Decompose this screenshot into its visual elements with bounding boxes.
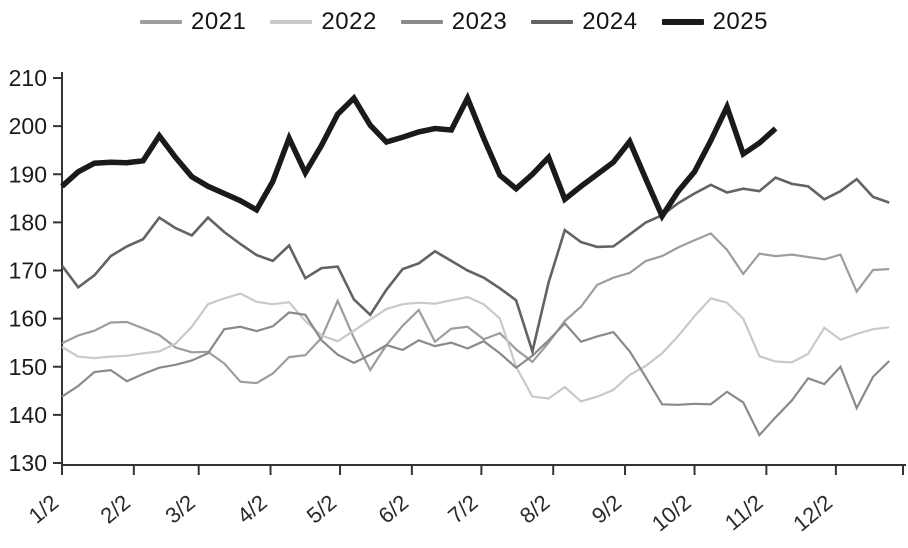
- y-tick-label: 150: [9, 354, 47, 380]
- x-tick-label: 9/2: [587, 490, 627, 529]
- y-tick-label: 180: [9, 209, 47, 235]
- series-line-2023: [61, 311, 890, 438]
- y-tick-label: 130: [9, 450, 47, 476]
- x-tick-label: 7/2: [443, 490, 483, 529]
- legend-item-2024: 2024: [531, 8, 637, 36]
- y-tick-label: 140: [9, 402, 47, 428]
- legend-label: 2022: [321, 8, 377, 35]
- y-tick-label: 210: [9, 65, 47, 91]
- legend-label: 2025: [712, 8, 768, 35]
- x-tick-label: 2/2: [96, 490, 136, 529]
- legend-line-swatch: [270, 20, 313, 24]
- series-line-2021: [61, 232, 890, 385]
- legend-line-swatch: [400, 20, 443, 24]
- chart-legend: 2021 2022 2023 2024 2025: [0, 8, 908, 36]
- x-tick-label: 10/2: [647, 490, 696, 537]
- x-tick-label: 6/2: [374, 490, 414, 529]
- x-tick-label: 4/2: [232, 490, 272, 529]
- series-line-2025: [60, 91, 778, 222]
- x-tick-label: 8/2: [515, 490, 555, 529]
- y-tick-label: 170: [9, 258, 47, 284]
- y-tick-label: 200: [9, 113, 47, 139]
- x-tick-label: 5/2: [302, 490, 342, 529]
- legend-item-2021: 2021: [140, 8, 246, 36]
- legend-line-swatch: [661, 19, 704, 25]
- legend-label: 2023: [451, 8, 508, 35]
- x-tick-label: 12/2: [788, 490, 837, 537]
- x-tick-label: 1/2: [24, 490, 64, 529]
- legend-item-2023: 2023: [400, 8, 508, 36]
- series-line-2022: [61, 292, 890, 403]
- y-tick-label: 190: [9, 161, 47, 187]
- y-tick-label: 160: [9, 306, 47, 332]
- legend-line-swatch: [140, 20, 183, 24]
- legend-label: 2021: [191, 8, 247, 35]
- legend-line-swatch: [531, 20, 574, 24]
- legend-item-2022: 2022: [270, 8, 376, 36]
- x-tick-label: 11/2: [720, 490, 768, 536]
- x-tick-label: 3/2: [160, 490, 200, 529]
- legend-item-2025: 2025: [661, 8, 768, 36]
- legend-label: 2024: [582, 8, 638, 35]
- series-line-2024: [60, 176, 890, 357]
